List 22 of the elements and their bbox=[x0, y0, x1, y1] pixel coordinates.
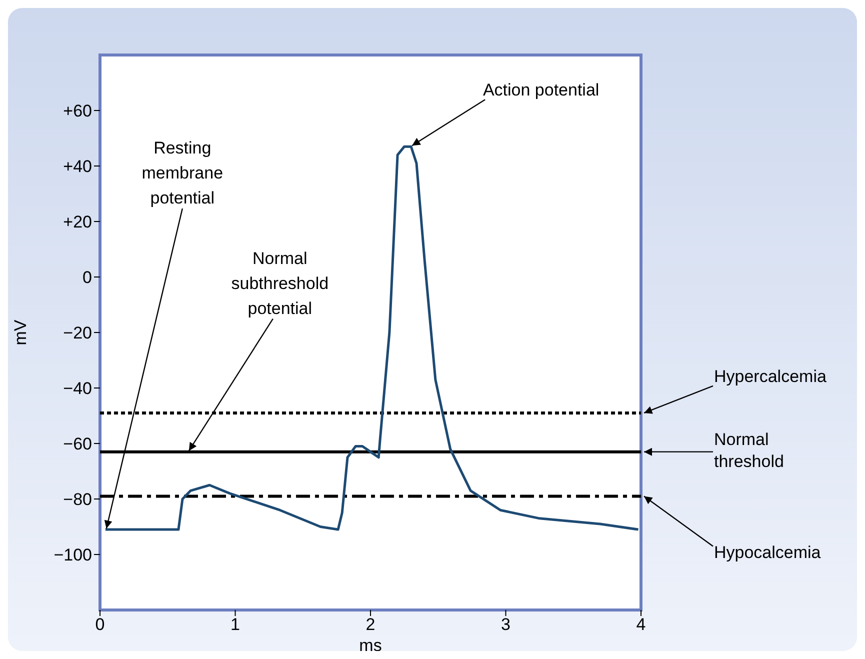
annotation: Resting membrane potential bbox=[142, 139, 224, 208]
x-axis-title: ms bbox=[359, 636, 382, 655]
x-tick-label: 3 bbox=[501, 615, 510, 634]
ref-line-label: Normal threshold bbox=[714, 430, 784, 472]
annotation: Action potential bbox=[482, 81, 600, 100]
y-tick-label: +40 bbox=[63, 157, 92, 176]
y-tick-label: +60 bbox=[63, 102, 92, 121]
y-tick-label: 0 bbox=[82, 268, 92, 288]
x-tick-label: 4 bbox=[636, 615, 646, 634]
y-tick-label: −100 bbox=[54, 546, 92, 565]
annotation: Normal subthreshold potential bbox=[231, 249, 329, 318]
y-tick-label: −20 bbox=[63, 324, 92, 343]
ref-line-label: Hypercalcemia bbox=[714, 367, 827, 386]
y-tick-label: −60 bbox=[63, 434, 92, 454]
ref-line-label: Hypocalcemia bbox=[714, 544, 822, 563]
y-axis-title: mV bbox=[11, 319, 30, 346]
y-tick-label: −80 bbox=[63, 490, 92, 510]
x-tick-label: 1 bbox=[230, 615, 240, 634]
y-tick-label: +20 bbox=[63, 212, 92, 232]
x-tick-label: 0 bbox=[95, 615, 105, 634]
y-tick-label: −40 bbox=[63, 379, 92, 398]
x-tick-label: 2 bbox=[366, 615, 376, 634]
